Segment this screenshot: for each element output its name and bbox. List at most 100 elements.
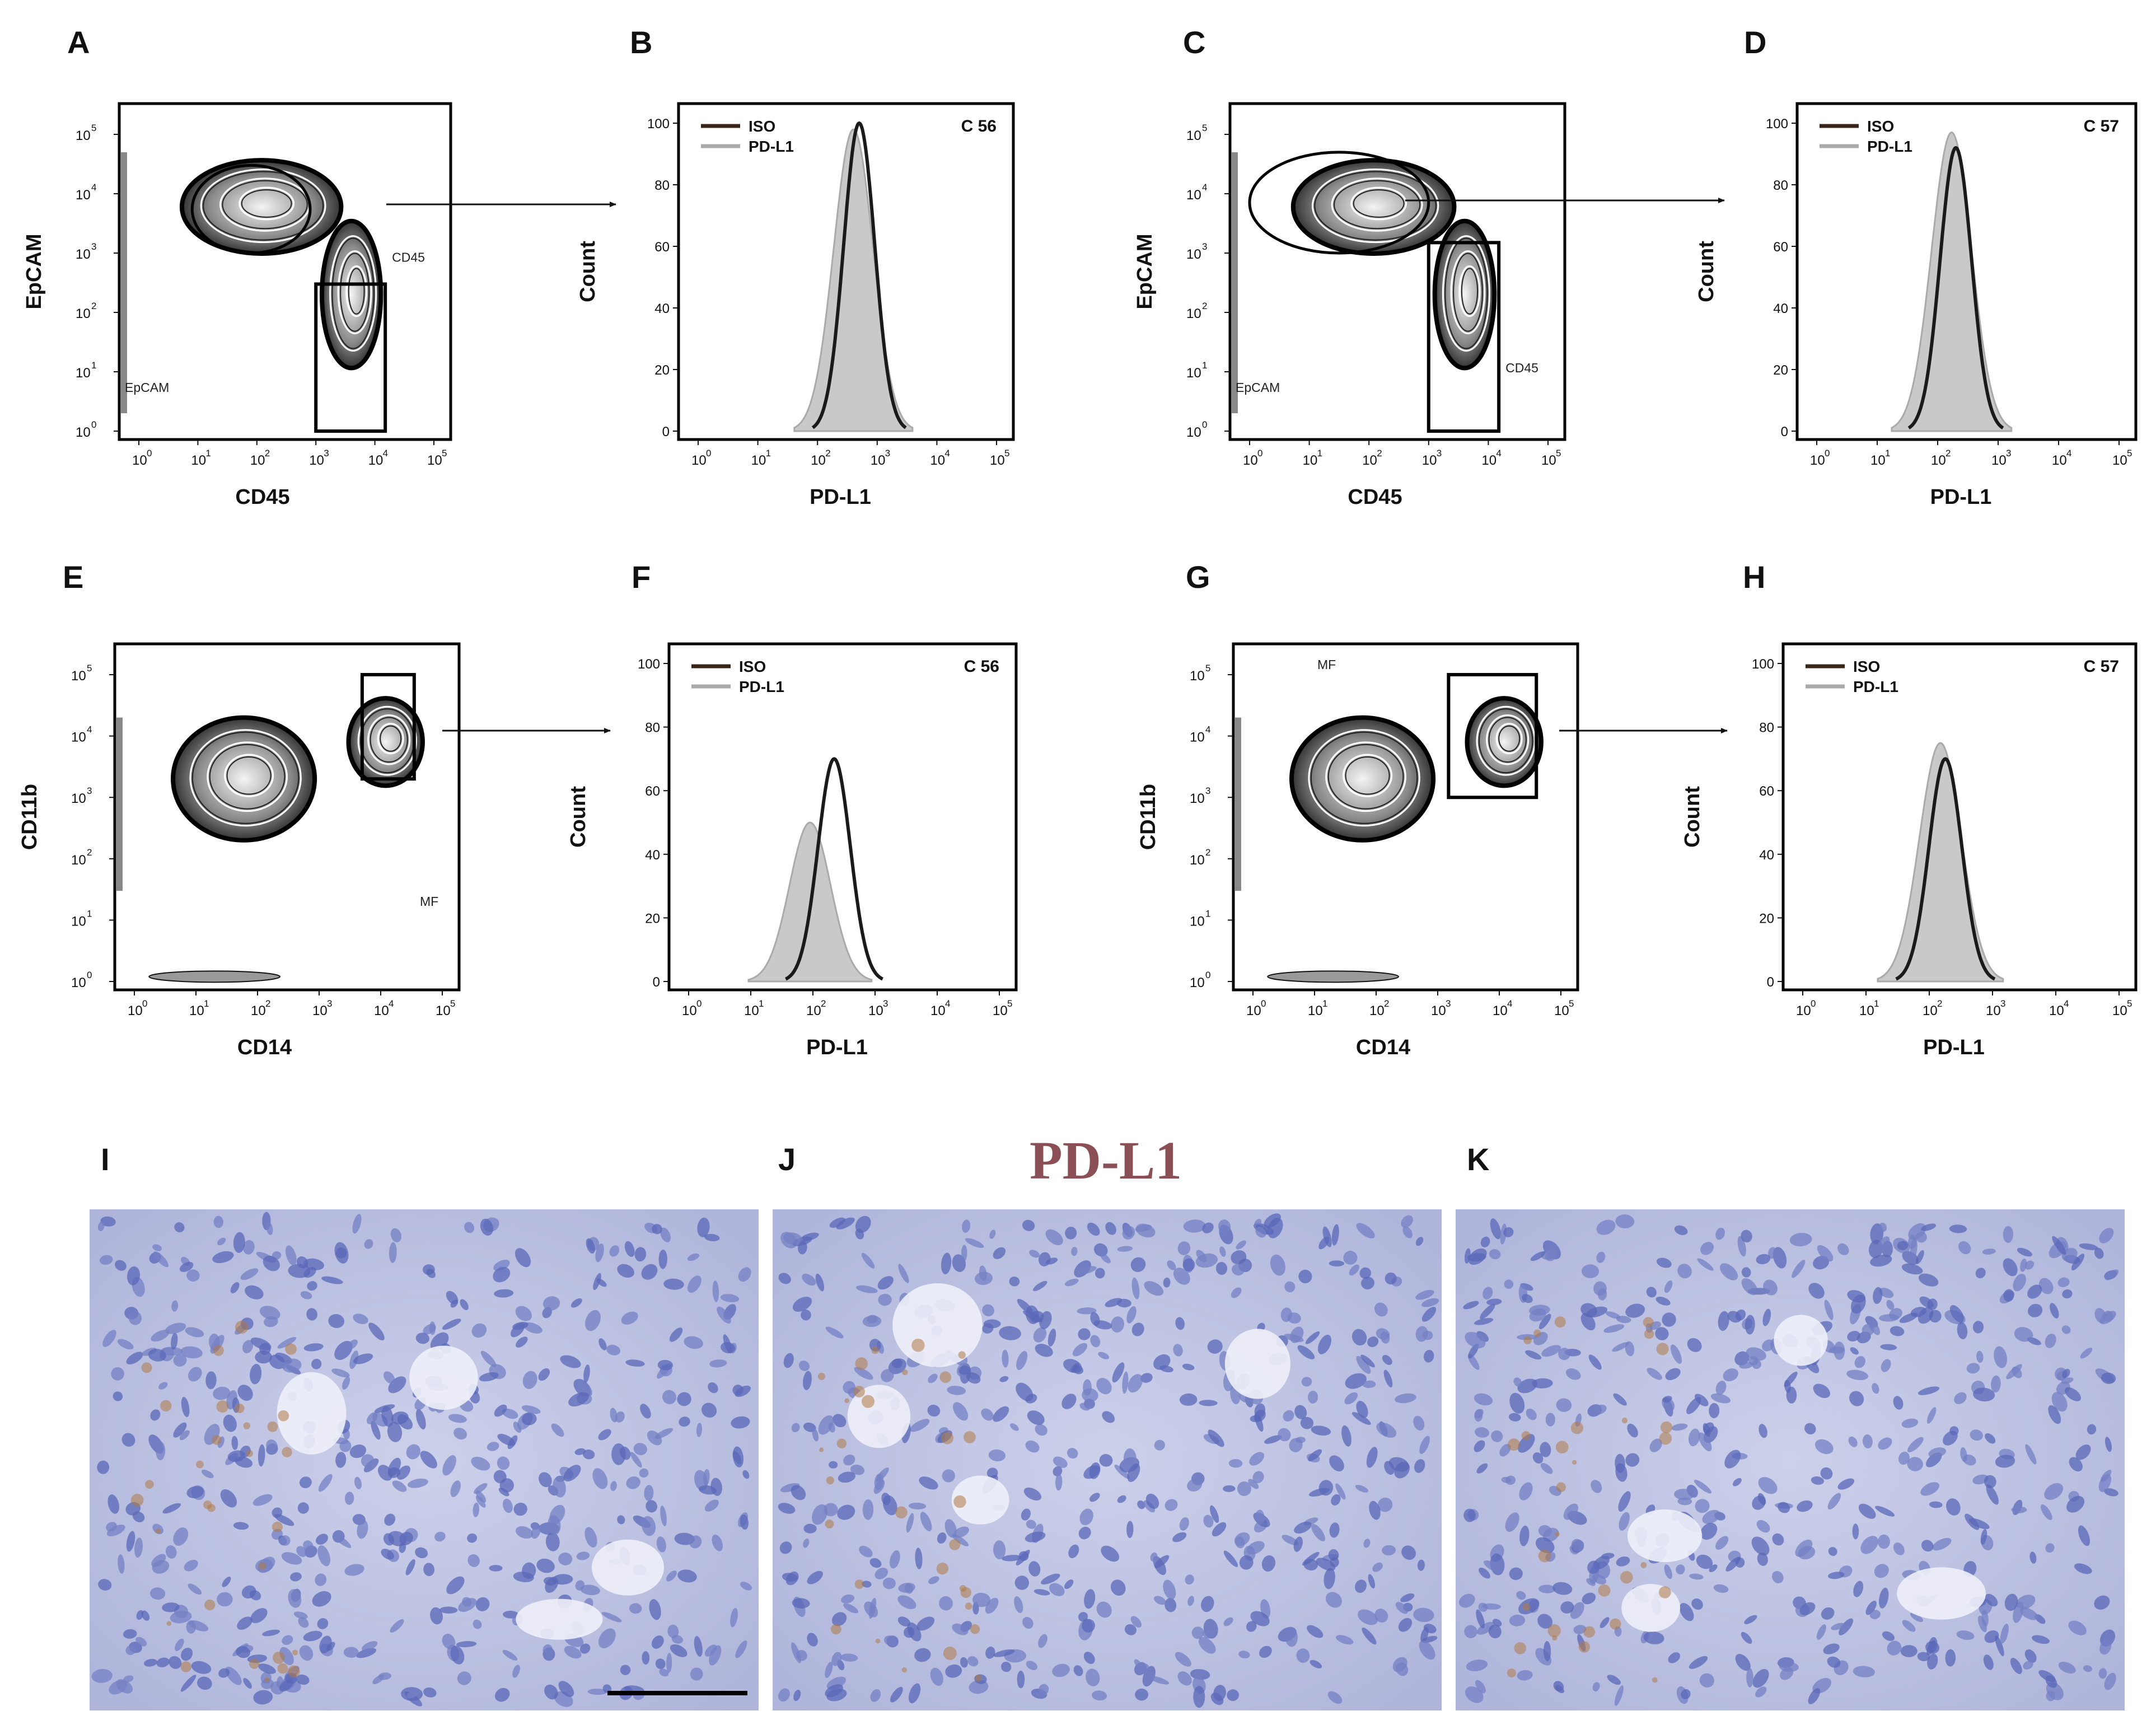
ihc-panel-i: I xyxy=(90,1142,759,1710)
panel-e-x-tick-label-1: 10 xyxy=(189,1003,204,1018)
panel-a-y-tick-exp-0: 0 xyxy=(91,419,96,430)
y-axis-label: Count xyxy=(567,786,590,848)
myeloid-population-level-dark-3 xyxy=(1345,756,1390,795)
panel-a-x-tick-label-2: 10 xyxy=(250,453,265,468)
cd45-population-level-3 xyxy=(1458,265,1481,317)
panel-c-y-tick-exp-4: 4 xyxy=(1202,182,1207,193)
edge-events xyxy=(120,152,127,414)
panel-f-x-tick-exp-5: 5 xyxy=(1007,998,1012,1009)
panel-e-x-tick-exp-4: 4 xyxy=(389,998,394,1009)
panel-label-b: B xyxy=(630,25,652,60)
myeloid-population-outer xyxy=(1289,715,1436,843)
y-tick-label-3: 60 xyxy=(1759,784,1774,799)
cd45-population-level-dark-1 xyxy=(331,237,375,349)
panel-g-y-tick-label-5: 10 xyxy=(1190,669,1205,684)
panel-e-x-tick-exp-1: 1 xyxy=(204,998,209,1009)
panel-d-x-tick-label-3: 10 xyxy=(1991,453,2007,468)
legend-pdl1-label: PD-L1 xyxy=(1853,678,1898,695)
panel-f-x-tick-exp-4: 4 xyxy=(945,998,950,1009)
panel-c-y-tick-exp-3: 3 xyxy=(1202,241,1207,252)
panel-c-y-tick-exp-2: 2 xyxy=(1202,301,1207,311)
panel-g-x-tick-label-4: 10 xyxy=(1493,1003,1508,1018)
panel-label-a: A xyxy=(67,25,90,60)
macrophage-population-level-dark-2 xyxy=(370,717,408,763)
panel-c-y-tick-label-4: 10 xyxy=(1186,188,1201,203)
panel-e-x-tick-label-4: 10 xyxy=(374,1003,389,1018)
cd45-population-level-dark-2 xyxy=(1453,253,1483,332)
gate-cd45 xyxy=(314,282,387,433)
panel-a-y-tick-exp-2: 2 xyxy=(91,301,96,311)
panel-e-x-tick-exp-3: 3 xyxy=(327,998,332,1009)
panel-label-g: G xyxy=(1186,559,1210,595)
myeloid-population xyxy=(1289,715,1436,843)
legend-pdl1-label: PD-L1 xyxy=(739,678,784,695)
x-axis-label: CD14 xyxy=(237,1036,292,1059)
macrophage-population-level-2 xyxy=(367,714,411,765)
myeloid-population-outer xyxy=(171,715,317,843)
series-iso xyxy=(1895,757,1996,981)
panel-g-y-tick-exp-5: 5 xyxy=(1205,663,1210,674)
cd45-population-level-dark-3 xyxy=(1461,268,1479,315)
panel-g-x-tick-label-3: 10 xyxy=(1431,1003,1446,1018)
gate-cd45-label: CD45 xyxy=(392,250,425,264)
panel-h-x-tick-exp-4: 4 xyxy=(2064,998,2069,1009)
panel-c-y-tick-exp-1: 1 xyxy=(1202,360,1207,371)
panel-a-x-tick-exp-5: 5 xyxy=(442,448,447,459)
y-axis-label: CD11b xyxy=(1137,784,1160,850)
panel-d-x-tick-label-1: 10 xyxy=(1870,453,1886,468)
epcam-population-level-dark-1 xyxy=(203,171,324,241)
panel-a-y-tick-label-3: 10 xyxy=(76,247,91,262)
myeloid-population xyxy=(171,715,317,843)
pdl1-brown-stain xyxy=(130,1320,300,1682)
panel-h-x-tick-exp-1: 1 xyxy=(1874,998,1879,1009)
panel-h-x-tick-label-4: 10 xyxy=(2049,1003,2064,1018)
panel-h-x-tick-exp-2: 2 xyxy=(1937,998,1942,1009)
gate-epcam xyxy=(190,163,312,255)
myeloid-population-level-2 xyxy=(207,741,288,812)
panel-a-y-tick-exp-5: 5 xyxy=(91,123,96,133)
panel-a-y-tick-label-4: 10 xyxy=(76,188,91,203)
plot-frame xyxy=(1228,102,1566,441)
panel-d-x-tick-exp-2: 2 xyxy=(1945,448,1951,459)
x-axis-label: PD-L1 xyxy=(806,1036,868,1059)
tissue-nuclei xyxy=(91,1212,752,1707)
panel-h-x-tick-label-5: 10 xyxy=(2112,1003,2127,1018)
panel-label-c: C xyxy=(1183,25,1205,60)
edge-events xyxy=(1231,152,1238,414)
y-tick-label-2: 40 xyxy=(1773,301,1788,316)
macrophage-population xyxy=(1465,696,1544,788)
lumens xyxy=(1621,1315,1986,1632)
epcam-population-level-dark-2 xyxy=(1334,180,1421,230)
panel-label-j: J xyxy=(778,1142,796,1177)
panel-a-x-tick-label-3: 10 xyxy=(309,453,324,468)
panel-label-e: E xyxy=(63,559,83,595)
panel-e-x-tick-exp-0: 0 xyxy=(142,998,147,1009)
y-tick-label-0: 0 xyxy=(1781,424,1788,440)
y-axis-label: EpCAM xyxy=(1133,233,1157,309)
panel-c-y-tick-label-1: 10 xyxy=(1186,366,1201,381)
epcam-population-level-dark-1 xyxy=(1314,171,1437,241)
macrophage-population-level-dark-3 xyxy=(380,725,402,752)
gate-mf xyxy=(1447,673,1538,800)
cd45-population-level-dark-2 xyxy=(340,253,370,332)
epcam-population-level-3 xyxy=(1350,186,1407,221)
panel-label-h: H xyxy=(1743,559,1765,595)
y-tick-label-3: 60 xyxy=(654,240,670,255)
y-tick-label-0: 0 xyxy=(653,975,660,990)
y-tick-label-1: 20 xyxy=(654,363,670,378)
panel-a-x-tick-label-0: 10 xyxy=(132,453,147,468)
panel-c-x-tick-label-2: 10 xyxy=(1362,453,1377,468)
panel-g-y-tick-label-2: 10 xyxy=(1190,853,1205,868)
macrophage-population-level-dark-3 xyxy=(1498,725,1521,752)
ihc-panel-k: K xyxy=(1456,1142,2125,1710)
edge-events xyxy=(116,717,123,891)
y-tick-label-1: 20 xyxy=(645,911,660,926)
epcam-population xyxy=(179,158,344,256)
y-axis-label: Count xyxy=(1695,241,1718,302)
y-tick-label-1: 20 xyxy=(1759,911,1774,926)
